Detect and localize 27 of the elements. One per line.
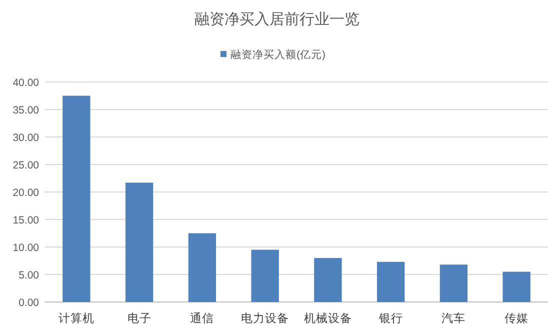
y-tick-label: 5.00 (18, 270, 40, 282)
x-tick-label: 电力设备 (241, 312, 290, 325)
y-tick-label: 25.00 (12, 160, 40, 172)
y-tick-label: 30.00 (12, 132, 40, 144)
y-tick-label: 15.00 (12, 214, 40, 226)
y-tick-label: 10.00 (12, 242, 40, 254)
bar (314, 258, 342, 302)
legend-label: 融资净买入额(亿元) (230, 48, 326, 61)
y-tick-label: 0.00 (18, 297, 40, 309)
y-tick-label: 20.00 (12, 187, 40, 199)
bar (62, 96, 90, 302)
bar (440, 264, 468, 302)
x-tick-label: 汽车 (442, 311, 466, 325)
bar (251, 250, 279, 302)
chart-title: 融资净买入居前行业一览 (194, 11, 360, 28)
bar (502, 272, 530, 302)
bar (188, 233, 216, 302)
x-tick-label: 机械设备 (304, 312, 352, 325)
x-tick-label: 通信 (190, 312, 214, 325)
x-tick-label: 传媒 (504, 312, 529, 325)
y-tick-label: 35.00 (12, 104, 40, 116)
bar (125, 182, 154, 302)
y-tick-label: 40.00 (12, 77, 40, 89)
x-tick-label: 电子 (127, 312, 152, 325)
bar (376, 262, 405, 302)
x-tick-label: 银行 (378, 312, 403, 325)
x-tick-label: 计算机 (58, 312, 94, 325)
